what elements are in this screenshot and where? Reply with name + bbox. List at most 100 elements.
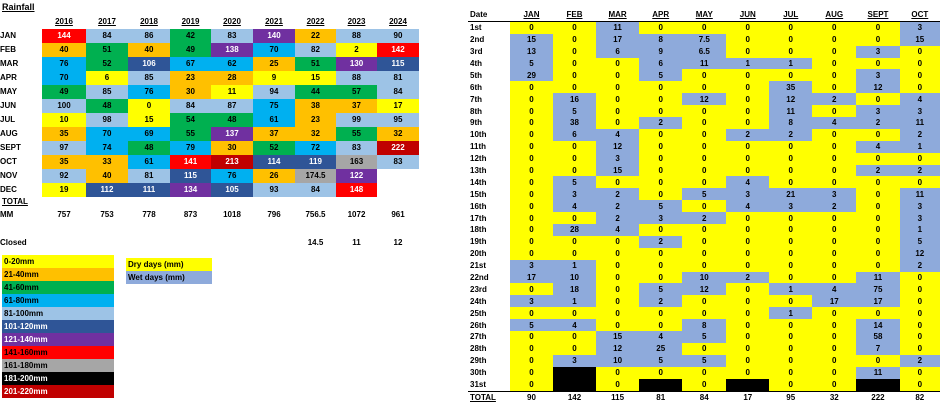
day-cell: 0 [856,307,900,320]
day-cell: 4 [596,224,640,236]
day-row: 14th 0 5 0 0 0 4 0 0 0 0 [468,176,940,189]
total-value: 778 [142,209,156,219]
day-cell: 0 [769,259,813,272]
day-cell: 2 [899,128,940,141]
day-cell: 0 [769,176,813,189]
day-cell: 0 [682,140,727,153]
day-label: 20th [470,249,487,259]
day-cell: 0 [639,247,683,260]
day-cell: 0 [509,93,553,106]
day-cell: 0 [899,295,940,308]
day-cell: 5 [509,57,553,70]
monthly-total: 95 [786,392,796,402]
day-cell: 4 [812,283,857,296]
day-cell: 0 [639,319,683,332]
day-cell: 0 [509,176,553,189]
rainfall-cell: 119 [295,155,336,169]
total-value: 753 [100,209,114,219]
day-cell: 0 [899,307,940,320]
monthly-totals-row: TOTAL 90 142 115 81 84 17 95 32 222 82 [468,391,940,403]
day-label: 10th [470,130,487,140]
monthly-total: 115 [611,392,625,402]
day-cell: 0 [769,224,813,236]
day-cell: 0 [726,105,770,118]
day-cell: 0 [899,81,940,94]
day-cell: 0 [769,271,813,284]
day-cell: 0 [769,140,813,153]
day-cell: 5 [899,235,940,248]
month-label: MAR [0,59,19,68]
rainfall-cell: 32 [295,127,336,141]
day-cell: 0 [812,140,857,153]
day-cell: 0 [899,378,940,391]
day-cell: 0 [812,354,857,367]
day-cell: 2 [639,295,683,308]
year-header: 2023 [347,17,366,26]
rainfall-cell: 61 [253,113,295,127]
day-cell: 3 [899,200,940,213]
rainfall-cell: 15 [295,71,336,85]
day-cell: 0 [596,271,640,284]
day-cell: 0 [639,152,683,165]
day-cell: 4 [856,140,900,153]
rainfall-cell: 48 [128,141,170,155]
legend-item: 0-20mm [2,255,114,268]
day-cell: 0 [812,164,857,177]
day-cell: 0 [899,152,940,165]
month-header: JUL [769,9,813,22]
rainfall-cell: 213 [211,155,253,169]
day-cell: 0 [509,354,553,367]
day-cell: 0 [509,128,553,141]
day-cell: 5 [682,188,727,201]
day-cell: 3 [769,200,813,213]
day-cell: 0 [769,247,813,260]
day-label: 2nd [470,35,485,45]
day-cell: 0 [596,105,640,118]
day-label: 26th [470,320,487,330]
day-cell: 7.5 [682,33,727,46]
day-cell: 3 [509,295,553,308]
daily-rainfall-table: Date JAN FEB MAR APR MAY JUN JUL AUG SEPT OCT 1st 0 0… [468,9,940,403]
day-cell: 2 [769,128,813,141]
day-cell: 3 [726,188,770,201]
day-cell: 0 [509,307,553,320]
closed-value: 14.5 [307,237,324,247]
day-label: 7th [470,94,482,104]
rainfall-cell: 84 [377,85,419,99]
day-cell: 0 [856,21,900,34]
rainfall-cell: 17 [377,99,419,113]
day-label: 3rd [470,47,483,57]
day-cell: 35 [769,81,813,94]
day-cell: 0 [596,81,640,94]
day-label: 31st [470,380,487,390]
day-label: 11th [470,142,487,152]
day-cell: 4 [552,200,596,213]
monthly-total: 142 [567,392,582,402]
monthly-total: 90 [527,392,536,402]
day-cell: 8 [682,319,727,332]
day-cell: 0 [509,152,553,165]
day-cell: 0 [856,188,900,201]
day-cell: 0 [899,271,940,284]
day-cell: 4 [552,319,596,332]
day-label: 16th [470,201,487,211]
day-cell: 0 [639,93,683,106]
day-cell: 15 [596,331,640,343]
day-row: 16th 0 4 2 5 0 4 3 2 0 3 [468,200,940,213]
day-cell: 0 [509,366,553,379]
day-cell: 0 [812,235,857,248]
day-cell: 0 [769,354,813,367]
rainfall-cell: 94 [253,85,295,99]
day-cell: 2 [682,212,727,225]
day-cell: 0 [769,33,813,46]
closed-value [170,235,211,249]
day-cell: 0 [812,331,857,343]
day-label: 25th [470,308,487,318]
rainfall-cell: 37 [336,99,377,113]
day-cell: 0 [856,57,900,70]
day-cell: 12 [682,93,727,106]
day-cell: 12 [856,81,900,94]
day-cell: 0 [596,307,640,320]
day-cell: 3 [899,21,940,34]
day-row: 4th 5 0 0 6 11 1 1 0 0 0 [468,57,940,70]
